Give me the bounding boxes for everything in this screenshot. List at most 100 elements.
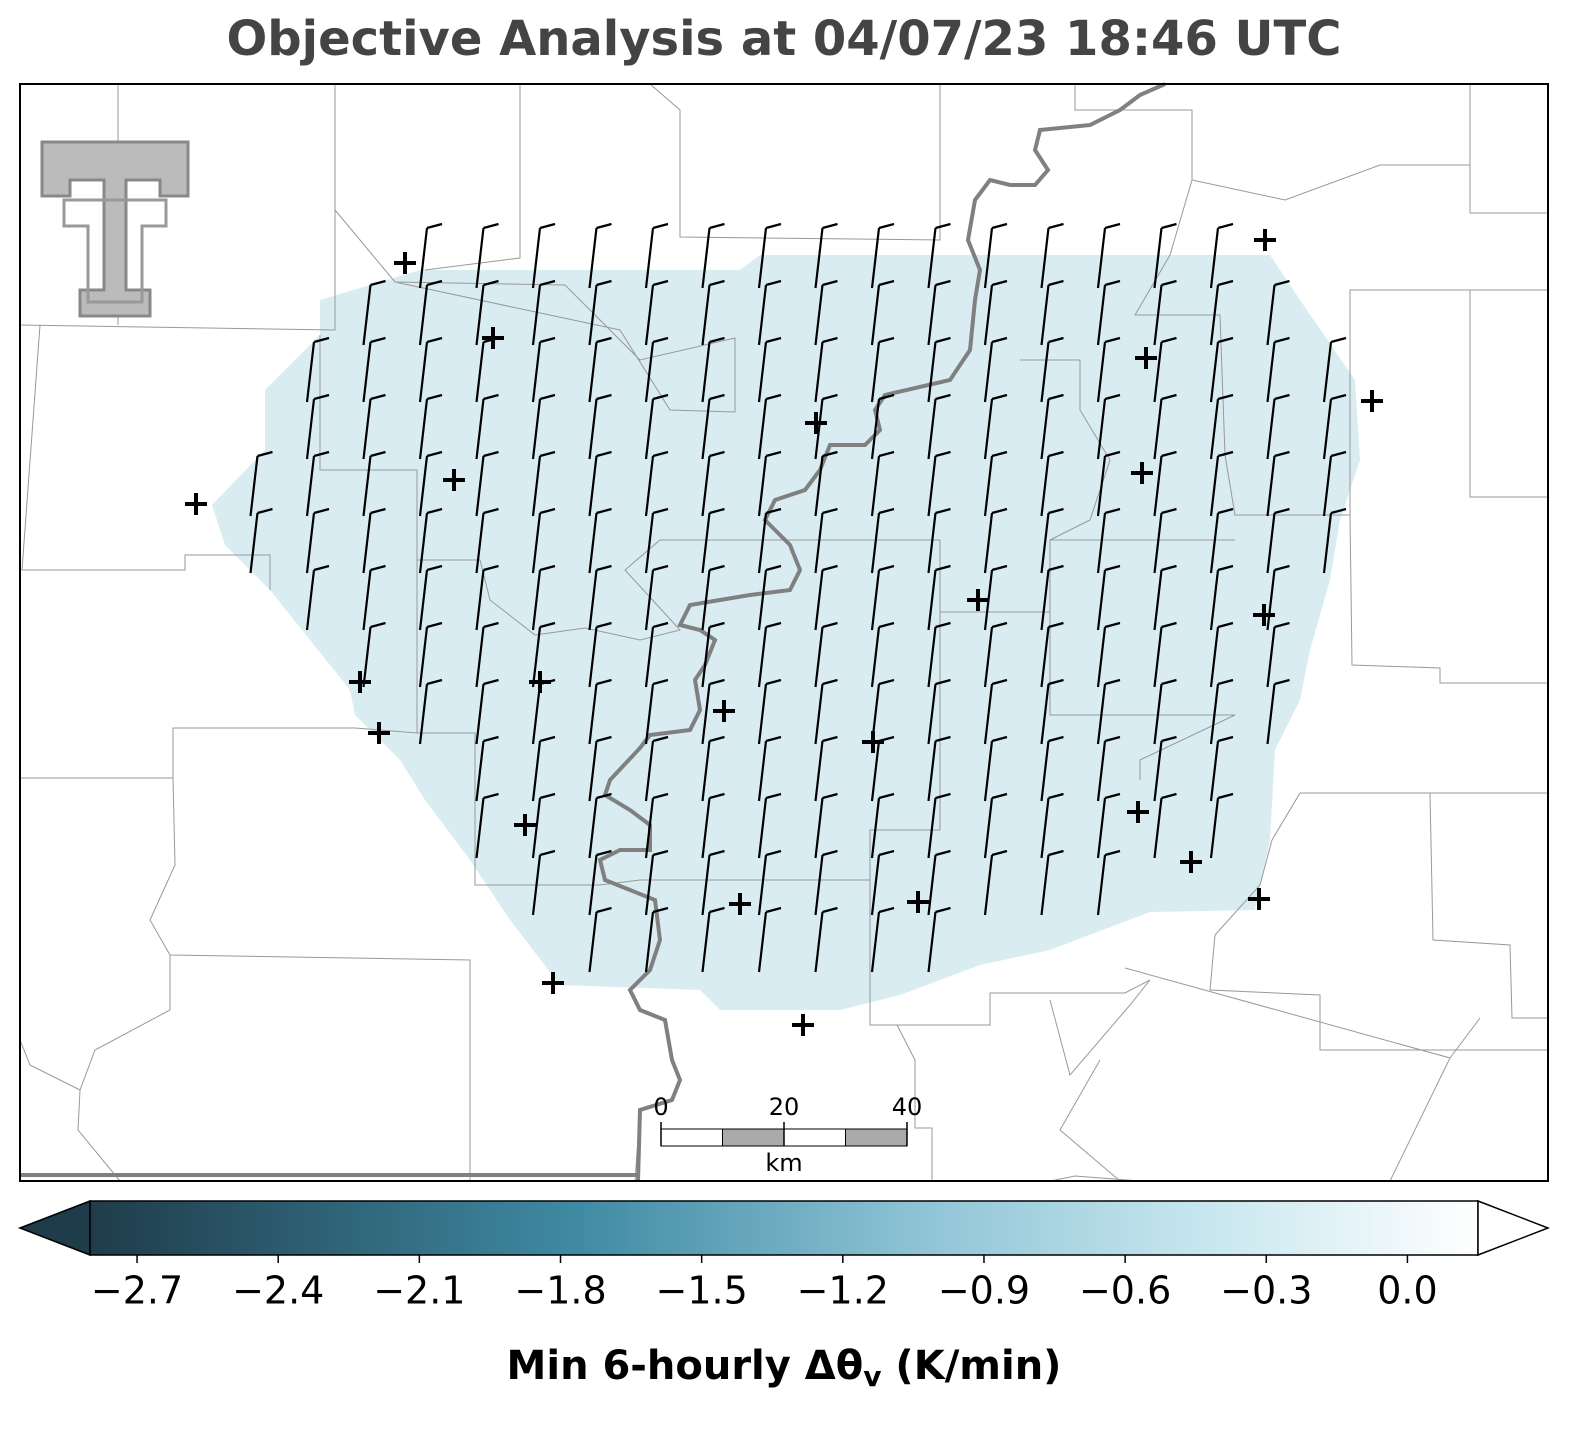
wind-barb [1040, 222, 1064, 289]
wind-barb [531, 507, 556, 574]
wind-barb [757, 450, 782, 517]
wind-barb [757, 222, 782, 289]
wind-barb [927, 792, 951, 859]
wind-barb [475, 393, 499, 460]
station-marker [529, 671, 551, 693]
wind-barb [983, 735, 1008, 802]
wind-barb [588, 564, 612, 631]
wind-barb [305, 507, 330, 574]
wind-barb [644, 279, 669, 346]
wind-barb [701, 792, 725, 859]
wind-barb [1040, 849, 1064, 916]
wind-barb [475, 450, 499, 517]
scale-segment [845, 1128, 908, 1147]
wind-barb [475, 564, 499, 631]
wind-barb [927, 393, 951, 460]
wind-barb [1096, 735, 1121, 802]
scale-segment [722, 1128, 785, 1147]
colorbar-tick-label: −2.7 [91, 1269, 183, 1313]
colorbar-tick-label: −0.3 [1220, 1269, 1312, 1313]
wind-barb [644, 336, 669, 403]
wind-barb [1040, 336, 1064, 403]
wind-barb [701, 279, 725, 346]
wind-barb [1040, 621, 1064, 688]
wind-barb [983, 792, 1008, 859]
wind-barb [1266, 564, 1290, 631]
wind-barb [1096, 279, 1121, 346]
wind-barb [531, 450, 556, 517]
wind-barb [757, 279, 782, 346]
wind-barb [588, 222, 612, 289]
wind-barb [531, 792, 556, 859]
wind-barb [814, 906, 838, 973]
wind-barb [362, 507, 386, 574]
wind-barb [644, 792, 669, 859]
wind-barb [1040, 450, 1064, 517]
wind-barb [531, 279, 556, 346]
wind-barb [870, 792, 895, 859]
wind-barb [870, 849, 895, 916]
station-marker [368, 722, 390, 744]
scale-segment [783, 1128, 846, 1147]
wind-barb [644, 849, 669, 916]
wind-barb [927, 222, 951, 289]
wind-barb [814, 279, 838, 346]
wind-barb [644, 450, 669, 517]
scale-bar: 0 20 40 km [653, 1093, 922, 1177]
wind-barb [1209, 450, 1234, 517]
wind-barb [870, 336, 895, 403]
wind-barb [870, 507, 895, 574]
wind-barb [418, 450, 443, 517]
station-marker [805, 412, 827, 434]
wind-barb [1153, 336, 1177, 403]
wind-barb [588, 678, 612, 745]
wind-barb [362, 621, 386, 688]
wind-barb [983, 393, 1008, 460]
wind-barb [588, 849, 612, 916]
station-marker [1127, 801, 1149, 823]
wind-barb [983, 678, 1008, 745]
wind-barb [1209, 393, 1234, 460]
wind-barb [1096, 222, 1121, 289]
wind-barb [701, 849, 725, 916]
wind-barb [418, 507, 443, 574]
wind-barb [814, 222, 838, 289]
wind-barb [418, 222, 443, 289]
station-marker [482, 327, 504, 349]
wind-barb [983, 222, 1008, 289]
wind-barb [1153, 564, 1177, 631]
label-subscript: v [863, 1360, 881, 1393]
wind-barb [757, 678, 782, 745]
wind-barb [1209, 336, 1234, 403]
wind-barb [870, 906, 895, 973]
wind-barb [305, 450, 330, 517]
wind-barb [531, 735, 556, 802]
colorbar-extend-high [1477, 1199, 1551, 1257]
wind-barb [1153, 279, 1177, 346]
colorbar-tick-label: −0.6 [1079, 1269, 1171, 1313]
wind-barb [305, 336, 330, 403]
station-marker [862, 731, 884, 753]
scale-unit: km [765, 1149, 802, 1177]
wind-barb [870, 450, 895, 517]
wind-barb [1153, 792, 1177, 859]
wind-barb [1096, 792, 1121, 859]
station-marker [792, 1014, 814, 1036]
station-marker [1361, 390, 1383, 412]
station-marker [713, 700, 735, 722]
colorbar-tick-label: −2.4 [232, 1269, 324, 1313]
title: Objective Analysis at 04/07/23 18:46 UTC [227, 11, 1342, 67]
wind-barb [531, 564, 556, 631]
wind-barb [644, 906, 669, 973]
wind-barb [814, 621, 838, 688]
wind-barb [644, 735, 669, 802]
wind-barb [927, 507, 951, 574]
wind-barb [1209, 222, 1234, 289]
wind-barb [249, 507, 273, 574]
station-marker [1253, 604, 1275, 626]
wind-barb [1266, 336, 1290, 403]
wind-barb [1153, 678, 1177, 745]
wind-barb [1266, 678, 1290, 745]
wind-barb [1209, 564, 1234, 631]
wind-barb [1266, 279, 1290, 346]
